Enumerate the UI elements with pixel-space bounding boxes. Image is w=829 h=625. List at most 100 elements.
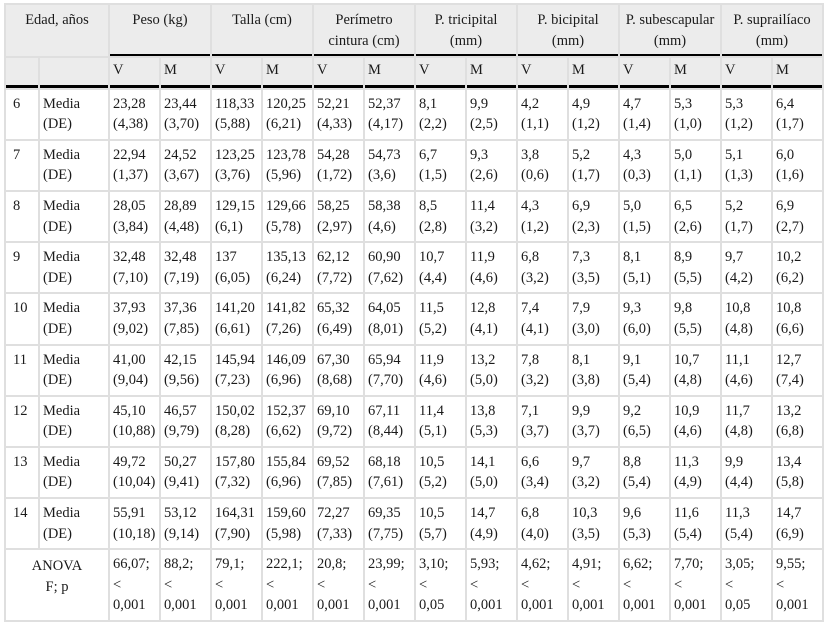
cell-talla-cm-v: 145,94 (7,23) <box>212 345 261 395</box>
row-age-10: 10 Media (DE) 37,93 (9,02) 37,36 (7,85) 141,… <box>6 294 822 344</box>
col-sub-p-suprailiaco-mm-v: V <box>722 58 771 88</box>
cell-p-subescapular-mm-v: 9,3 (6,0) <box>620 294 669 344</box>
cell-peso-kg-m: 37,36 (7,85) <box>161 294 210 344</box>
cell-perimetro-cintura-cm-m: 68,18 (7,61) <box>365 447 414 497</box>
cell-talla-cm-v: 123,25 (3,76) <box>212 140 261 191</box>
anova-row: ANOVA F; p 66,07; < 0,001 88,2; < 0,001 79,… <box>6 550 822 620</box>
cell-p-subescapular-mm-v: 9,2 (6,5) <box>620 396 669 446</box>
cell-peso-kg-m: 24,52 (3,67) <box>161 140 210 191</box>
age-cell: 13 <box>6 447 38 497</box>
cell-perimetro-cintura-cm-v: 69,52 (7,85) <box>314 447 363 497</box>
anova-cell-p-suprailiaco-mm-v: 3,05; < 0,05 <box>722 550 771 620</box>
anova-cell-perimetro-cintura-cm-v: 20,8; < 0,001 <box>314 550 363 620</box>
col-group-edad-anos: Edad, años <box>6 5 108 57</box>
cell-p-bicipital-mm-v: 7,1 (3,7) <box>518 396 567 446</box>
cell-talla-cm-v: 150,02 (8,28) <box>212 396 261 446</box>
col-sub-empty <box>6 58 38 88</box>
cell-p-suprailiaco-mm-v: 11,7 (4,8) <box>722 396 771 446</box>
anova-cell-p-bicipital-mm-v: 4,62; < 0,001 <box>518 550 567 620</box>
cell-p-subescapular-mm-m: 5,3 (1,0) <box>671 89 720 139</box>
cell-p-bicipital-mm-m: 4,9 (1,2) <box>569 89 618 139</box>
col-sub-p-suprailiaco-mm-m: M <box>773 58 822 88</box>
cell-talla-cm-m: 152,37 (6,62) <box>263 396 312 446</box>
cell-p-suprailiaco-mm-m: 10,2 (6,2) <box>773 243 822 293</box>
cell-p-bicipital-mm-m: 8,1 (3,8) <box>569 345 618 395</box>
col-sub-p-bicipital-mm-m: M <box>569 58 618 88</box>
cell-peso-kg-v: 22,94 (1,37) <box>110 140 159 191</box>
anova-cell-p-bicipital-mm-m: 4,91; < 0,001 <box>569 550 618 620</box>
cell-p-suprailiaco-mm-m: 12,7 (7,4) <box>773 345 822 395</box>
cell-talla-cm-m: 155,84 (6,96) <box>263 447 312 497</box>
anova-cell-p-tricipital-mm-m: 5,93; < 0,001 <box>467 550 516 620</box>
cell-p-subescapular-mm-m: 5,0 (1,1) <box>671 140 720 191</box>
cell-talla-cm-v: 137 (6,05) <box>212 243 261 293</box>
col-sub-perimetro-cintura-cm-m: M <box>365 58 414 88</box>
stat-cell: Media (DE) <box>40 447 108 497</box>
stat-cell: Media (DE) <box>40 243 108 293</box>
cell-peso-kg-v: 55,91 (10,18) <box>110 498 159 549</box>
cell-talla-cm-m: 159,60 (5,98) <box>263 498 312 549</box>
cell-p-tricipital-mm-m: 14,7 (4,9) <box>467 498 516 549</box>
cell-perimetro-cintura-cm-v: 67,30 (8,68) <box>314 345 363 395</box>
cell-peso-kg-v: 32,48 (7,10) <box>110 243 159 293</box>
cell-p-subescapular-mm-m: 8,9 (5,5) <box>671 243 720 293</box>
cell-talla-cm-m: 135,13 (6,24) <box>263 243 312 293</box>
cell-p-suprailiaco-mm-v: 5,2 (1,7) <box>722 192 771 242</box>
col-sub-p-bicipital-mm-v: V <box>518 58 567 88</box>
cell-p-tricipital-mm-v: 8,1 (2,2) <box>416 89 465 139</box>
col-group-p-subescapular-mm: P. subescapular (mm) <box>620 5 720 57</box>
col-sub-empty <box>40 58 108 88</box>
cell-talla-cm-v: 118,33 (5,88) <box>212 89 261 139</box>
anova-cell-talla-cm-m: 222,1; < 0,001 <box>263 550 312 620</box>
cell-p-tricipital-mm-m: 13,2 (5,0) <box>467 345 516 395</box>
cell-p-tricipital-mm-m: 12,8 (4,1) <box>467 294 516 344</box>
age-cell: 11 <box>6 345 38 395</box>
cell-perimetro-cintura-cm-m: 65,94 (7,70) <box>365 345 414 395</box>
cell-p-suprailiaco-mm-m: 13,2 (6,8) <box>773 396 822 446</box>
cell-perimetro-cintura-cm-m: 60,90 (7,62) <box>365 243 414 293</box>
group-header-row: Edad, años Peso (kg) Talla (cm) Perímetro c… <box>6 5 822 57</box>
cell-perimetro-cintura-cm-v: 54,28 (1,72) <box>314 140 363 191</box>
col-group-p-tricipital-mm: P. tricipital (mm) <box>416 5 516 57</box>
row-age-11: 11 Media (DE) 41,00 (9,04) 42,15 (9,56) 145,… <box>6 345 822 395</box>
cell-talla-cm-v: 157,80 (7,32) <box>212 447 261 497</box>
col-sub-p-subescapular-mm-v: V <box>620 58 669 88</box>
cell-p-bicipital-mm-m: 6,9 (2,3) <box>569 192 618 242</box>
cell-perimetro-cintura-cm-m: 52,37 (4,17) <box>365 89 414 139</box>
cell-p-bicipital-mm-m: 5,2 (1,7) <box>569 140 618 191</box>
cell-p-subescapular-mm-v: 4,3 (0,3) <box>620 140 669 191</box>
cell-p-suprailiaco-mm-v: 11,3 (5,4) <box>722 498 771 549</box>
cell-peso-kg-v: 49,72 (10,04) <box>110 447 159 497</box>
cell-p-suprailiaco-mm-v: 5,3 (1,2) <box>722 89 771 139</box>
row-age-8: 8 Media (DE) 28,05 (3,84) 28,89 (4,48) 129,1… <box>6 192 822 242</box>
row-age-14: 14 Media (DE) 55,91 (10,18) 53,12 (9,14) 164… <box>6 498 822 549</box>
cell-p-bicipital-mm-v: 4,2 (1,1) <box>518 89 567 139</box>
cell-p-suprailiaco-mm-v: 10,8 (4,8) <box>722 294 771 344</box>
cell-talla-cm-m: 129,66 (5,78) <box>263 192 312 242</box>
cell-p-suprailiaco-mm-m: 14,7 (6,9) <box>773 498 822 549</box>
stat-cell: Media (DE) <box>40 498 108 549</box>
cell-p-subescapular-mm-v: 8,8 (5,4) <box>620 447 669 497</box>
col-sub-talla-cm-v: V <box>212 58 261 88</box>
cell-peso-kg-m: 42,15 (9,56) <box>161 345 210 395</box>
table-head: Edad, años Peso (kg) Talla (cm) Perímetro c… <box>6 5 822 88</box>
cell-p-bicipital-mm-v: 7,4 (4,1) <box>518 294 567 344</box>
age-cell: 10 <box>6 294 38 344</box>
cell-p-tricipital-mm-v: 10,5 (5,2) <box>416 447 465 497</box>
row-age-6: 6 Media (DE) 23,28 (4,38) 23,44 (3,70) 118,3… <box>6 89 822 139</box>
anthropometry-table: Edad, años Peso (kg) Talla (cm) Perímetro c… <box>4 3 824 622</box>
anova-cell-peso-kg-m: 88,2; < 0,001 <box>161 550 210 620</box>
cell-talla-cm-v: 141,20 (6,61) <box>212 294 261 344</box>
anova-cell-perimetro-cintura-cm-m: 23,99; < 0,001 <box>365 550 414 620</box>
cell-p-subescapular-mm-m: 6,5 (2,6) <box>671 192 720 242</box>
cell-p-tricipital-mm-m: 14,1 (5,0) <box>467 447 516 497</box>
cell-talla-cm-m: 123,78 (5,96) <box>263 140 312 191</box>
col-sub-p-tricipital-mm-m: M <box>467 58 516 88</box>
cell-p-tricipital-mm-v: 11,4 (5,1) <box>416 396 465 446</box>
stat-cell: Media (DE) <box>40 396 108 446</box>
anova-cell-p-tricipital-mm-v: 3,10; < 0,05 <box>416 550 465 620</box>
cell-p-tricipital-mm-v: 6,7 (1,5) <box>416 140 465 191</box>
age-cell: 9 <box>6 243 38 293</box>
cell-perimetro-cintura-cm-m: 54,73 (3,6) <box>365 140 414 191</box>
anova-cell-peso-kg-v: 66,07; < 0,001 <box>110 550 159 620</box>
